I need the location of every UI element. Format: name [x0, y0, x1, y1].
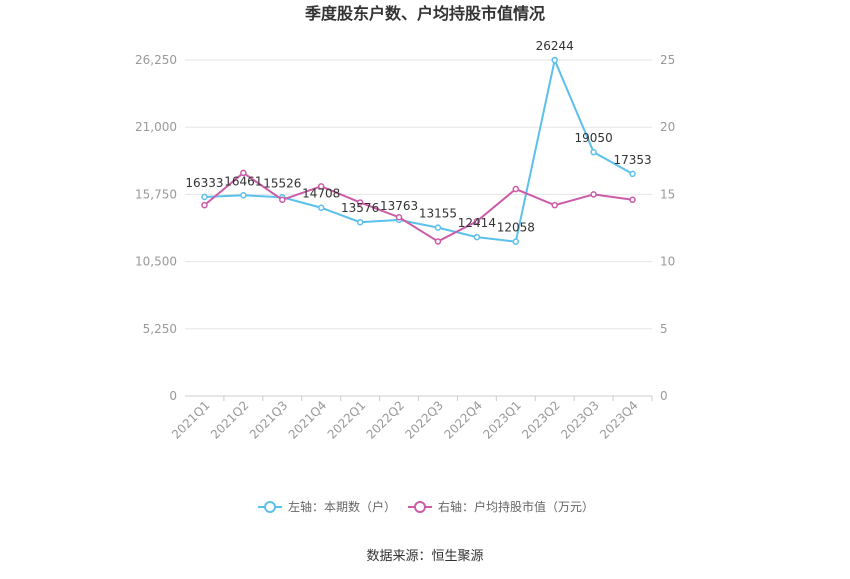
legend-item-2[interactable]: 右轴：户均持股市值（万元）: [408, 499, 594, 514]
legend[interactable]: 左轴：本期数（户） 右轴：户均持股市值（万元）: [258, 499, 594, 514]
legend-circle-marker: [414, 501, 426, 513]
data-label: 13576: [341, 201, 379, 215]
series-2-point[interactable]: [629, 196, 636, 204]
chart-title: 季度股东户数、户均持股市值情况: [304, 4, 545, 23]
series-1-point[interactable]: [317, 204, 325, 211]
series-1-point[interactable]: [590, 148, 597, 156]
series-2-point[interactable]: [356, 199, 364, 206]
left-axis-tick-label: 26,250: [135, 53, 177, 67]
x-axis-tick-label: 2022Q3: [403, 398, 447, 442]
x-axis-tick-label: 2023Q2: [519, 398, 563, 442]
data-label: 12414: [458, 216, 496, 230]
legend-item-1[interactable]: 左轴：本期数（户）: [258, 499, 396, 514]
series-2-point[interactable]: [317, 183, 325, 190]
series-2-point[interactable]: [240, 169, 247, 177]
left-axis-tick-label: 0: [169, 389, 177, 403]
left-axis-tick-label: 10,500: [135, 255, 177, 269]
series-line-2: [203, 171, 633, 243]
series-1-point[interactable]: [473, 233, 481, 241]
x-axis-tick-label: 2022Q4: [441, 398, 485, 442]
data-label: 17353: [613, 153, 651, 167]
x-axis-tick-label: 2023Q4: [597, 398, 641, 442]
legend-circle-marker: [264, 501, 276, 513]
x-axis-tick-label: 2022Q1: [325, 398, 369, 442]
left-axis-tick-label: 21,000: [135, 120, 177, 134]
x-axis-tick-label: 2023Q1: [480, 398, 524, 442]
x-axis-tick-label: 2021Q4: [286, 398, 330, 442]
series-2-point[interactable]: [590, 191, 597, 198]
series-1-point[interactable]: [629, 170, 636, 178]
series-2-point[interactable]: [512, 185, 520, 193]
x-axis-tick-label: 2021Q2: [208, 398, 252, 442]
data-label: 16461: [224, 174, 262, 188]
series-line-1: [204, 56, 634, 243]
right-axis-tick-label: 20: [660, 120, 675, 134]
legend-label: 左轴：本期数（户）: [288, 499, 396, 514]
legend-label: 右轴：户均持股市值（万元）: [438, 499, 594, 514]
axes: 0 5,250 10,500 15,750 21,000 26,250 0 5 10 15 20 25…: [135, 53, 675, 442]
series-2-point[interactable]: [551, 201, 558, 209]
data-label: 14708: [302, 187, 340, 201]
series-1-point[interactable]: [551, 56, 558, 64]
grid-lines: [185, 59, 652, 397]
x-axis-tick-label: 2021Q1: [169, 398, 213, 442]
right-axis-tick-label: 0: [660, 389, 668, 403]
x-axis-tick-label: 2023Q3: [558, 398, 602, 442]
left-axis-tick-label: 5,250: [143, 322, 177, 336]
series-1-point[interactable]: [434, 224, 442, 231]
data-label: 12058: [497, 221, 535, 235]
data-label: 15526: [263, 176, 301, 190]
right-axis-tick-label: 10: [660, 255, 675, 269]
series-2-point[interactable]: [201, 201, 208, 209]
series-1-point[interactable]: [201, 193, 208, 201]
data-label: 13763: [380, 199, 418, 213]
right-axis-tick-label: 5: [660, 322, 668, 336]
series-2-point[interactable]: [395, 213, 403, 221]
series-1-point[interactable]: [240, 192, 247, 199]
data-label: 19050: [575, 131, 613, 145]
data-label: 13155: [419, 207, 457, 221]
x-axis-tick-label: 2022Q2: [364, 398, 408, 442]
data-label: 16333: [185, 176, 223, 190]
left-axis-tick-label: 15,750: [135, 187, 177, 201]
series-2-point[interactable]: [434, 238, 442, 245]
series-1-point[interactable]: [356, 218, 364, 226]
data-source: 数据来源：恒生聚源: [366, 549, 483, 564]
series-2-point[interactable]: [279, 196, 286, 204]
right-axis-tick-label: 15: [660, 187, 675, 201]
series-1-point[interactable]: [512, 238, 520, 245]
series-2-point[interactable]: [473, 218, 481, 225]
right-axis-tick-label: 25: [660, 53, 675, 67]
x-axis-tick-label: 2021Q3: [247, 398, 291, 442]
series-lines: [201, 56, 636, 245]
data-label: 26244: [536, 39, 574, 53]
